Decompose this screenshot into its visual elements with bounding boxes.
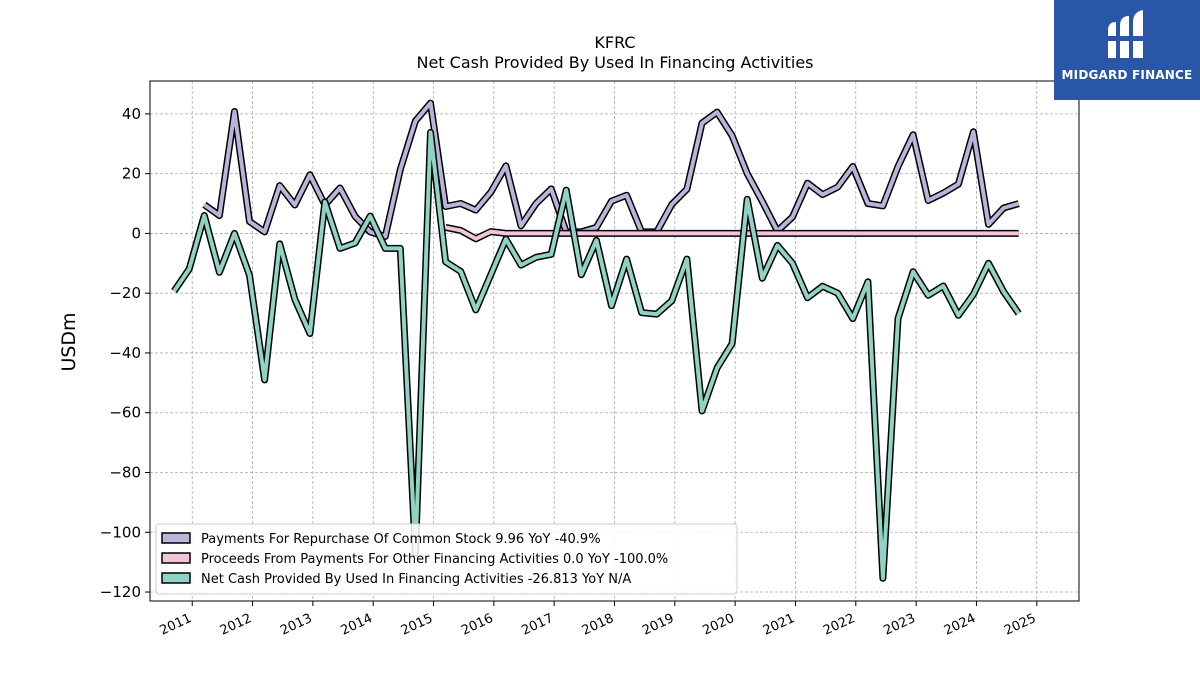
x-tick-label: 2011 bbox=[158, 611, 194, 639]
x-tick-label: 2012 bbox=[218, 611, 254, 639]
legend-label-2: Net Cash Provided By Used In Financing A… bbox=[201, 572, 631, 587]
x-tick-label: 2019 bbox=[640, 611, 676, 639]
y-axis-label: USDm bbox=[58, 312, 80, 371]
x-tick-label: 2022 bbox=[821, 611, 857, 639]
x-tick-label: 2025 bbox=[1002, 611, 1038, 639]
brand-logo: MIDGARD FINANCE bbox=[1054, 0, 1200, 100]
legend-label-1: Proceeds From Payments For Other Financi… bbox=[201, 552, 668, 567]
legend-label-0: Payments For Repurchase Of Common Stock … bbox=[201, 532, 601, 547]
y-tick-label: −100 bbox=[100, 523, 141, 541]
series-layer bbox=[171, 99, 1022, 582]
x-tick-label: 2023 bbox=[881, 611, 917, 639]
grid-layer bbox=[150, 81, 1079, 601]
legend-box bbox=[155, 523, 738, 595]
y-tick-label: −60 bbox=[109, 404, 141, 422]
x-ticks: 2011 2012 2013 2014 2015 2016 2017 2018 2019 2020… bbox=[158, 601, 1038, 639]
y-tick-label: 40 bbox=[122, 105, 141, 123]
y-tick-label: −80 bbox=[109, 463, 141, 481]
y-ticks: −120 −100 −80 −60 −40 −20 0 20 40 bbox=[100, 105, 150, 601]
series-line-1 bbox=[445, 225, 1019, 241]
legend-swatch-2 bbox=[161, 572, 191, 584]
x-tick-label: 2024 bbox=[942, 611, 978, 639]
series-line-0 bbox=[203, 101, 1020, 239]
midgard-logo-icon bbox=[1106, 10, 1146, 58]
x-tick-label: 2017 bbox=[520, 611, 556, 639]
y-tick-label: −40 bbox=[109, 344, 141, 362]
x-tick-label: 2015 bbox=[399, 611, 435, 639]
chart-subtitle: Net Cash Provided By Used In Financing A… bbox=[416, 53, 813, 72]
legend-swatch-1 bbox=[161, 552, 191, 564]
x-tick-label: 2021 bbox=[761, 611, 797, 639]
x-tick-label: 2018 bbox=[580, 611, 616, 639]
chart-title: KFRC bbox=[594, 33, 635, 52]
x-tick-label: 2020 bbox=[701, 611, 737, 639]
x-tick-label: 2013 bbox=[278, 611, 314, 639]
y-tick-label: 20 bbox=[122, 165, 141, 183]
x-tick-label: 2016 bbox=[459, 611, 495, 639]
legend-swatch-0 bbox=[161, 532, 191, 544]
legend: Payments For Repurchase Of Common Stock … bbox=[155, 523, 738, 595]
series-line-2 bbox=[172, 130, 1021, 581]
y-tick-label: −20 bbox=[109, 284, 141, 302]
y-tick-label: 0 bbox=[131, 224, 141, 242]
brand-name: MIDGARD FINANCE bbox=[1061, 68, 1193, 82]
x-tick-label: 2014 bbox=[339, 611, 375, 639]
y-tick-label: −120 bbox=[100, 583, 141, 601]
